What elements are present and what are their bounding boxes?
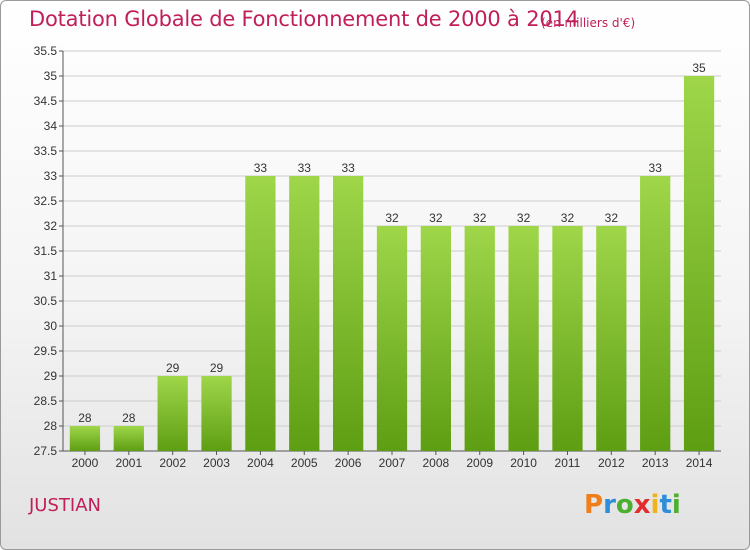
x-tick-label: 2011: [555, 456, 581, 470]
x-tick-label: 2013: [642, 456, 669, 470]
chart-unit: (en milliers d'€): [541, 16, 636, 30]
y-tick-label: 33.5: [34, 144, 58, 158]
x-tick-label: 2007: [379, 456, 406, 470]
y-tick-label: 28: [44, 419, 58, 433]
bar: [464, 226, 495, 451]
bar-value-label: 32: [517, 211, 531, 225]
y-tick-label: 28.5: [34, 394, 58, 408]
y-tick-label: 27.5: [34, 444, 58, 458]
x-tick-label: 2008: [423, 456, 450, 470]
x-tick-label: 2000: [72, 456, 99, 470]
y-tick-label: 34: [44, 119, 58, 133]
y-tick-label: 32: [44, 219, 58, 233]
y-tick-label: 35.5: [34, 44, 58, 58]
x-tick-label: 2012: [598, 456, 625, 470]
bar-value-label: 29: [166, 361, 180, 375]
bar-value-label: 32: [605, 211, 619, 225]
bar-value-label: 33: [298, 161, 312, 175]
bar: [113, 426, 144, 451]
logo-letter: i: [671, 490, 681, 520]
y-tick-label: 32.5: [34, 194, 58, 208]
x-tick-label: 2005: [291, 456, 318, 470]
bar: [596, 226, 627, 451]
x-tick-label: 2004: [247, 456, 274, 470]
bar: [376, 226, 408, 451]
logo-letter: o: [615, 490, 634, 520]
x-tick-label: 2006: [335, 456, 362, 470]
x-tick-label: 2003: [203, 456, 230, 470]
bar: [289, 176, 320, 451]
bar: [420, 226, 452, 451]
bar-value-label: 33: [254, 161, 268, 175]
y-tick-label: 35: [44, 69, 58, 83]
bar: [683, 76, 715, 451]
bar: [157, 376, 188, 451]
bar-value-label: 35: [692, 61, 706, 75]
proxiti-logo[interactable]: Proxiti: [584, 490, 681, 520]
logo-letter: r: [603, 490, 616, 520]
x-tick-label: 2009: [466, 456, 493, 470]
commune-name: JUSTIAN: [29, 495, 101, 516]
bar-value-label: 32: [561, 211, 575, 225]
y-tick-label: 34.5: [34, 94, 58, 108]
logo-letter: t: [659, 490, 672, 520]
y-tick-label: 30: [44, 319, 58, 333]
bars: [69, 76, 715, 451]
bar: [640, 176, 671, 451]
bar: [245, 176, 276, 451]
logo-letter: i: [650, 490, 660, 520]
logo-letter: P: [584, 490, 604, 520]
y-tick-label: 31: [44, 269, 58, 283]
y-tick-label: 29.5: [34, 344, 58, 358]
bar-value-label: 29: [210, 361, 224, 375]
bar-value-label: 28: [122, 411, 136, 425]
bar: [332, 176, 364, 451]
bar-value-label: 33: [341, 161, 355, 175]
bar: [201, 376, 232, 451]
y-tick-label: 29: [44, 369, 58, 383]
bar: [552, 226, 583, 451]
chart-title: Dotation Globale de Fonctionnement de 20…: [29, 7, 579, 31]
bar-value-label: 32: [385, 211, 399, 225]
x-tick-label: 2014: [686, 456, 713, 470]
labels: 28 2000 28 2001 29 2002 29 2003 33 2004 33 2005 33 20…: [72, 61, 713, 470]
logo-letter: x: [633, 490, 651, 520]
y-tick-label: 31.5: [34, 244, 58, 258]
x-tick-label: 2002: [159, 456, 186, 470]
y-tick-label: 33: [44, 169, 58, 183]
x-tick-label: 2001: [115, 456, 142, 470]
y-tick-label: 30.5: [34, 294, 58, 308]
x-tick-label: 2010: [510, 456, 537, 470]
bar-value-label: 32: [473, 211, 487, 225]
bar-value-label: 32: [429, 211, 443, 225]
bar: [69, 426, 101, 451]
bar-value-label: 33: [649, 161, 663, 175]
bar: [508, 226, 539, 451]
bar-value-label: 28: [78, 411, 92, 425]
